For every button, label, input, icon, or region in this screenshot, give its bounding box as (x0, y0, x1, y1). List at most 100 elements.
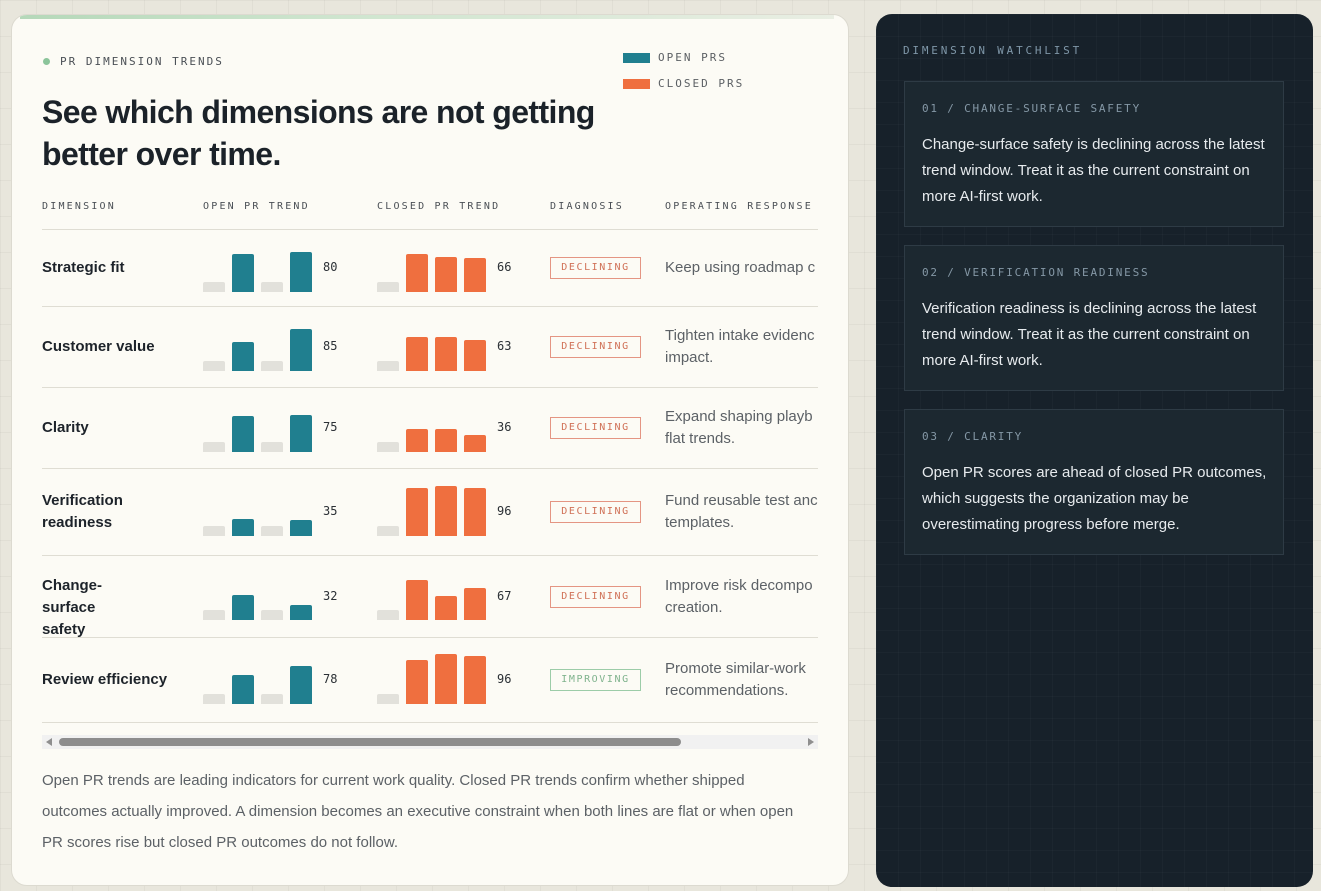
closed-pr-score: 96 (497, 504, 512, 518)
status-badge: IMPROVING (550, 669, 641, 691)
open-pr-bar (232, 416, 254, 452)
closed-pr-bar (406, 488, 428, 536)
watchlist-card: 02 / VERIFICATION READINESS Verification… (904, 245, 1284, 391)
operating-response: Promote similar-work recommendations. (665, 660, 806, 699)
operating-response: Tighten intake evidenc impact. (665, 327, 815, 366)
legend-label-closed: CLOSED PRS (658, 77, 745, 90)
baseline-bar (261, 610, 283, 620)
closed-pr-bar (406, 337, 428, 371)
closed-pr-bar (406, 580, 428, 620)
operating-response: Expand shaping playb flat trends. (665, 408, 813, 447)
closed-pr-score: 66 (497, 260, 512, 274)
open-pr-bar (290, 252, 312, 292)
open-pr-trend-chart (203, 654, 319, 704)
open-pr-score: 75 (323, 420, 338, 434)
eyebrow-label: PR DIMENSION TRENDS (60, 55, 224, 68)
open-pr-trend-chart (203, 570, 319, 620)
open-pr-bar (290, 605, 312, 620)
legend-label-open: OPEN PRS (658, 51, 727, 64)
open-pr-score: 80 (323, 260, 338, 274)
baseline-bar (377, 526, 399, 536)
closed-pr-trend-chart (377, 242, 493, 292)
open-pr-bar (232, 595, 254, 620)
scroll-right-icon[interactable] (808, 738, 814, 746)
closed-pr-bar (406, 254, 428, 292)
baseline-bar (203, 694, 225, 704)
scrollbar-thumb[interactable] (59, 738, 681, 746)
legend-swatch-closed (623, 78, 650, 89)
open-pr-bar (290, 666, 312, 704)
baseline-bar (203, 361, 225, 371)
table-row: Verification readiness 35 96 DECLINING Fund … (42, 469, 818, 556)
open-pr-trend-chart (203, 486, 319, 536)
scroll-left-icon[interactable] (46, 738, 52, 746)
open-pr-bar (232, 519, 254, 536)
baseline-bar (377, 282, 399, 292)
closed-pr-trend-chart (377, 570, 493, 620)
open-pr-trend-chart (203, 321, 319, 371)
closed-pr-bar (464, 488, 486, 536)
closed-pr-bar (464, 340, 486, 371)
watchlist-card-label: 03 / CLARITY (922, 430, 1024, 443)
closed-pr-bar (435, 429, 457, 452)
operating-response: Fund reusable test anc templates. (665, 492, 818, 531)
closed-pr-trend-chart (377, 654, 493, 704)
closed-pr-trend-chart (377, 486, 493, 536)
watchlist-title: DIMENSION WATCHLIST (903, 44, 1083, 57)
column-header-open-trend: OPEN PR TREND (203, 201, 310, 212)
open-pr-score: 35 (323, 504, 338, 518)
page-title: See which dimensions are not getting bet… (42, 94, 595, 172)
closed-pr-bar (435, 257, 457, 292)
closed-pr-bar (464, 435, 486, 452)
baseline-bar (377, 610, 399, 620)
watchlist-card-body: Verification readiness is declining acro… (922, 300, 1257, 369)
open-pr-bar (290, 415, 312, 452)
baseline-bar (261, 694, 283, 704)
table-row: Change-surface safety 32 67 DECLINING Improv… (42, 556, 818, 638)
watchlist-card-body: Open PR scores are ahead of closed PR ou… (922, 464, 1267, 533)
open-pr-bar (232, 342, 254, 371)
open-pr-bar (232, 254, 254, 292)
closed-pr-score: 67 (497, 589, 512, 603)
legend-item-closed: CLOSED PRS (623, 77, 744, 90)
legend-swatch-open (623, 52, 650, 63)
baseline-bar (203, 526, 225, 536)
column-header-response: OPERATING RESPONSE (665, 201, 813, 212)
column-header-diagnosis: DIAGNOSIS (550, 201, 624, 212)
table-row: Review efficiency 78 96 IMPROVING Promote si… (42, 638, 818, 723)
closed-pr-score: 63 (497, 339, 512, 353)
legend-item-open: OPEN PRS (623, 51, 744, 64)
watchlist-card-body: Change-surface safety is declining acros… (922, 136, 1265, 205)
status-badge: DECLINING (550, 586, 641, 608)
watchlist-card: 03 / CLARITY Open PR scores are ahead of… (904, 409, 1284, 555)
baseline-bar (377, 442, 399, 452)
dimension-watchlist-panel: DIMENSION WATCHLIST 01 / CHANGE-SURFACE … (876, 14, 1313, 887)
baseline-bar (203, 282, 225, 292)
baseline-bar (261, 282, 283, 292)
operating-response: Keep using roadmap c (665, 259, 816, 276)
closed-pr-bar (435, 337, 457, 371)
dimension-trends-card: PR DIMENSION TRENDS See which dimensions… (11, 14, 849, 886)
dimension-table[interactable]: DIMENSION OPEN PR TREND CLOSED PR TREND … (42, 193, 818, 735)
baseline-bar (261, 361, 283, 371)
baseline-bar (261, 526, 283, 536)
trend-footnote: Open PR trends are leading indicators fo… (42, 772, 794, 851)
table-row: Customer value 85 63 DECLINING Tighten intak… (42, 307, 818, 388)
baseline-bar (261, 442, 283, 452)
status-badge: DECLINING (550, 501, 641, 523)
closed-pr-bar (406, 660, 428, 704)
watchlist-card: 01 / CHANGE-SURFACE SAFETY Change-surfac… (904, 81, 1284, 227)
dimension-name: Strategic fit (42, 259, 125, 276)
status-badge: DECLINING (550, 257, 641, 279)
open-pr-trend-chart (203, 402, 319, 452)
closed-pr-bar (435, 654, 457, 704)
closed-pr-score: 96 (497, 672, 512, 686)
table-row: Clarity 75 36 DECLINING Expand shaping playb… (42, 388, 818, 469)
open-pr-bar (290, 520, 312, 536)
open-pr-score: 78 (323, 672, 338, 686)
watchlist-card-label: 01 / CHANGE-SURFACE SAFETY (922, 102, 1141, 115)
card-accent-line (20, 15, 834, 19)
closed-pr-bar (435, 596, 457, 620)
table-horizontal-scrollbar[interactable] (42, 735, 818, 749)
table-body: Strategic fit 80 66 DECLINING Keep using roa… (42, 230, 818, 723)
